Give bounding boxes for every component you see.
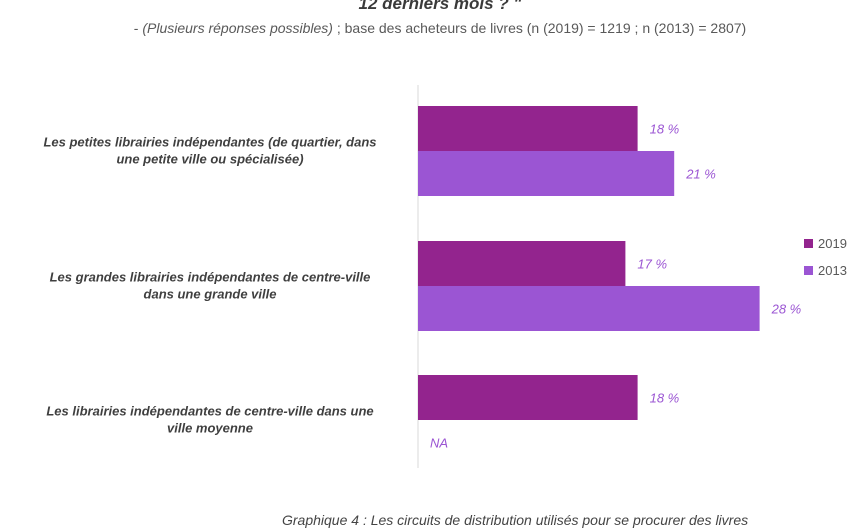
category-label-2: Les grandes librairies indépendantes de … [50, 270, 371, 302]
legend-label-2019: 2019 [818, 236, 847, 251]
legend-swatch-2013 [804, 266, 813, 275]
subtitle-italic: (Plusieurs réponses possibles) [142, 20, 333, 36]
figure-caption: Graphique 4 : Les circuits de distributi… [282, 512, 749, 528]
legend-label-2013: 2013 [818, 263, 847, 278]
data-label-2019-1: 18 % [650, 122, 680, 137]
chart-title: 12 derniers mois ? " [358, 0, 522, 13]
data-label-2013-2: 28 % [771, 302, 802, 317]
bar-2019-2 [418, 241, 626, 286]
legend: 2019 2013 [804, 234, 847, 288]
subtitle-prefix: - [133, 20, 143, 36]
bar-2019-3 [418, 375, 638, 420]
data-label-2013-1: 21 % [685, 167, 716, 182]
category-label-3: Les librairies indépendantes de centre-v… [46, 404, 373, 436]
chart-subtitle: - (Plusieurs réponses possibles) ; base … [100, 20, 780, 37]
bar-2019-1 [418, 106, 638, 151]
bar-2013-1 [418, 151, 675, 196]
legend-item-2019: 2019 [804, 234, 847, 253]
data-label-2019-2: 17 % [637, 257, 667, 272]
legend-item-2013: 2013 [804, 261, 847, 280]
legend-swatch-2019 [804, 239, 813, 248]
subtitle-rest: ; base des acheteurs de livres (n (2019)… [332, 20, 747, 36]
data-label-2019-3: 18 % [650, 391, 680, 406]
bar-2013-2 [418, 286, 760, 331]
data-label-2013-3: NA [430, 436, 448, 451]
category-label-1: Les petites librairies indépendantes (de… [43, 135, 376, 167]
